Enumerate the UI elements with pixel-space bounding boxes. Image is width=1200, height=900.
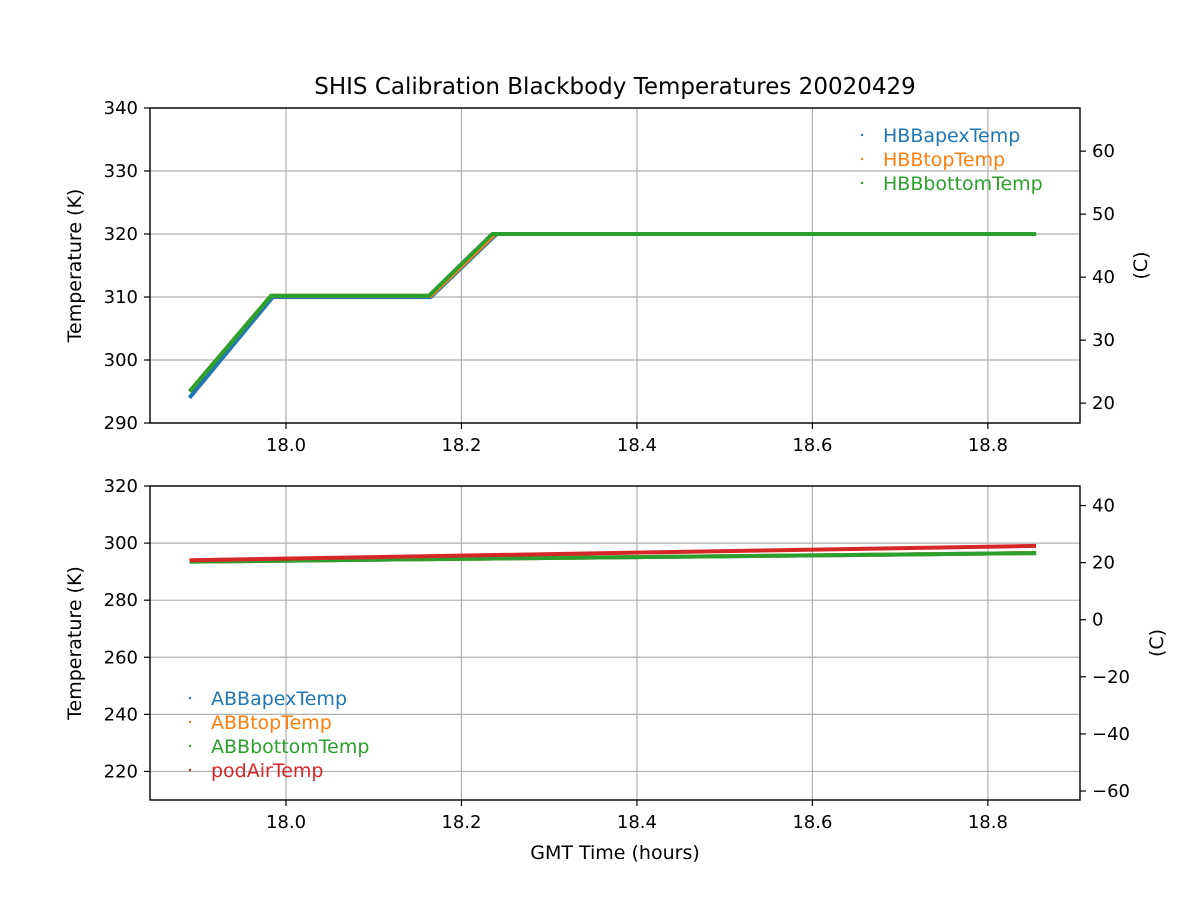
- top-panel-legend-label-hbbtoptemp: HBBtopTemp: [883, 149, 1005, 171]
- bottom-panel-ytick-right-label: 40: [1092, 496, 1115, 517]
- bottom-panel-legend-label-abbtoptemp: ABBtopTemp: [211, 712, 332, 734]
- top-panel-ytick-label: 330: [104, 161, 138, 182]
- bottom-panel-legend-label-abbbottomtemp: ABBbottomTemp: [211, 736, 369, 758]
- bottom-panel-legend-marker-podairtemp: [188, 768, 192, 772]
- top-panel-legend-label-hbbapextemp: HBBapexTemp: [883, 125, 1020, 147]
- top-panel-ytick-label: 290: [104, 413, 138, 434]
- bottom-panel-series: [189, 543, 1037, 564]
- bottom-panel-ytick-right-label: −60: [1092, 781, 1130, 802]
- top-panel-ytick-label: 310: [104, 287, 138, 308]
- bottom-panel-ytick-right-label: 20: [1092, 553, 1115, 574]
- bottom-panel-ytick-right-label: 0: [1092, 610, 1103, 631]
- bottom-panel-legend-label-abbapextemp: ABBapexTemp: [211, 688, 347, 710]
- bottom-panel-legend-marker-abbbottomtemp: [188, 744, 192, 748]
- top-panel-axes: 18.0 18.2 18.4 18.6 18.8 290 300 310 320 330 340 20…: [104, 98, 1115, 456]
- bottom-panel-legend-marker-abbapextemp: [188, 696, 192, 700]
- top-panel-xtick-label: 18.8: [968, 435, 1008, 456]
- bottom-panel-xtick-label: 18.2: [441, 812, 481, 833]
- x-axis-label: GMT Time (hours): [530, 842, 700, 864]
- bottom-panel-frame: [149, 485, 1081, 801]
- bottom-panel-xtick-label: 18.4: [617, 812, 657, 833]
- top-panel: 18.0 18.2 18.4 18.6 18.8 290 300 310 320 330 340 20…: [64, 98, 1152, 456]
- top-panel-xtick-label: 18.4: [617, 435, 657, 456]
- bottom-panel-ylabel-right: (C): [1146, 629, 1168, 657]
- bottom-panel-grid: [150, 485, 1080, 800]
- top-panel-ylabel-right: (C): [1130, 251, 1152, 279]
- top-panel-xtick-label: 18.0: [266, 435, 306, 456]
- bottom-panel-legend-label-podairtemp: podAirTemp: [211, 760, 323, 782]
- bottom-panel-ytick-label: 240: [104, 704, 138, 725]
- top-panel-series: [187, 232, 1037, 400]
- bottom-panel: 18.0 18.2 18.4 18.6 18.8 220 240 260 280 300 320 −6…: [64, 476, 1168, 833]
- top-panel-legend-marker-hbbapextemp: [860, 133, 864, 137]
- bottom-panel-xtick-label: 18.0: [266, 812, 306, 833]
- bottom-panel-series-abbbottomtemp: [189, 551, 1037, 564]
- top-panel-ytick-right-label: 40: [1092, 267, 1115, 288]
- bottom-panel-series-podairtemp: [189, 543, 1037, 563]
- bottom-panel-ytick-label: 220: [104, 761, 138, 782]
- bottom-panel-xtick-label: 18.6: [792, 812, 832, 833]
- bottom-panel-ytick-right-label: −40: [1092, 724, 1130, 745]
- chart-title: SHIS Calibration Blackbody Temperatures …: [314, 74, 916, 100]
- top-panel-ytick-label: 300: [104, 350, 138, 371]
- top-panel-legend-label-hbbbottomtemp: HBBbottomTemp: [883, 173, 1043, 195]
- bottom-panel-legend-marker-abbtoptemp: [188, 720, 192, 724]
- bottom-panel-ytick-label: 280: [104, 590, 138, 611]
- top-panel-xtick-label: 18.2: [441, 435, 481, 456]
- top-panel-ytick-label: 340: [104, 98, 138, 119]
- top-panel-ylabel: Temperature (K): [64, 189, 86, 344]
- top-panel-ytick-right-label: 20: [1092, 393, 1115, 414]
- bottom-panel-ytick-right-label: −20: [1092, 667, 1130, 688]
- bottom-panel-ytick-label: 260: [104, 647, 138, 668]
- top-panel-legend-marker-hbbbottomtemp: [860, 181, 864, 185]
- bottom-panel-ylabel: Temperature (K): [64, 566, 86, 721]
- top-panel-frame: [149, 107, 1081, 424]
- bottom-panel-ytick-label: 320: [104, 476, 138, 497]
- top-panel-series-hbbbottomtemp: [187, 232, 1037, 393]
- top-panel-ytick-right-label: 30: [1092, 330, 1115, 351]
- bottom-panel-legend: ABBapexTempABBtopTempABBbottomTemppodAir…: [188, 688, 369, 782]
- top-panel-ytick-right-label: 60: [1092, 141, 1115, 162]
- bottom-panel-axes: 18.0 18.2 18.4 18.6 18.8 220 240 260 280 300 320 −6…: [104, 476, 1130, 833]
- bottom-panel-ytick-label: 300: [104, 533, 138, 554]
- top-panel-xtick-label: 18.6: [792, 435, 832, 456]
- top-panel-ytick-right-label: 50: [1092, 204, 1115, 225]
- top-panel-legend-marker-hbbtoptemp: [860, 157, 864, 161]
- top-panel-ytick-label: 320: [104, 224, 138, 245]
- bottom-panel-xtick-label: 18.8: [968, 812, 1008, 833]
